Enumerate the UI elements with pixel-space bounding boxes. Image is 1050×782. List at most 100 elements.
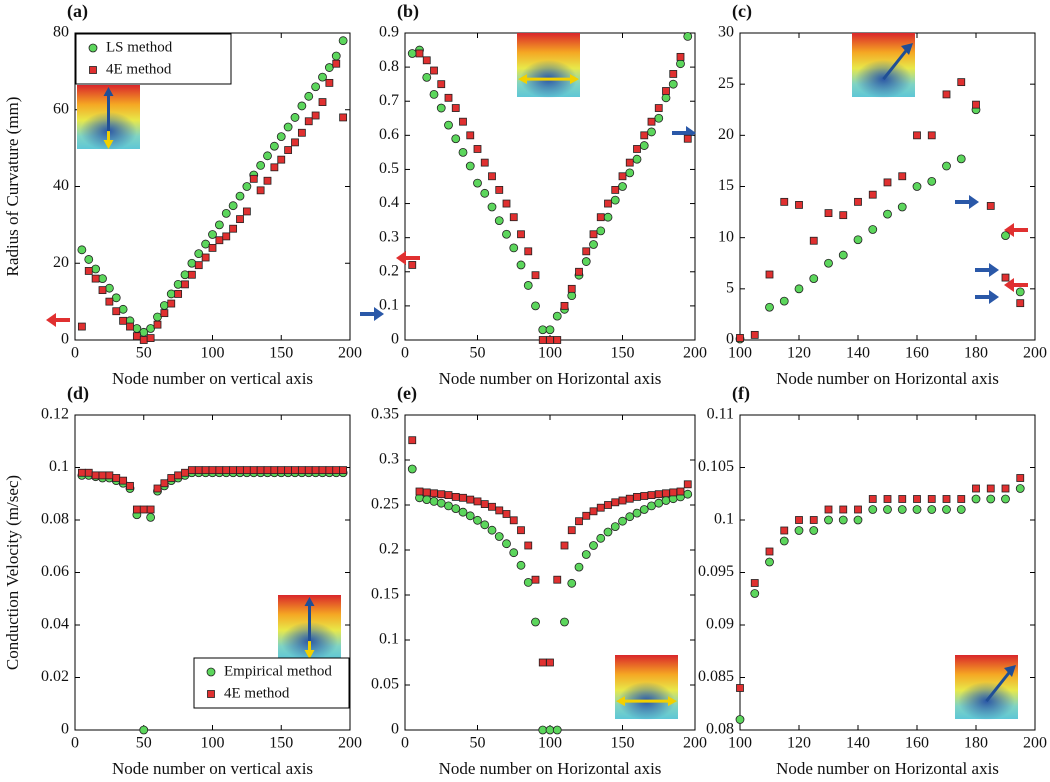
x-tick-label: 100 xyxy=(538,345,562,362)
data-point xyxy=(662,489,670,498)
annotation-arrow-head xyxy=(1004,278,1014,292)
data-point xyxy=(662,87,670,95)
data-point xyxy=(1016,299,1025,308)
x-tick-label: 50 xyxy=(136,735,152,752)
data-point xyxy=(1001,231,1010,241)
data-point xyxy=(639,141,649,150)
data-point xyxy=(654,498,664,508)
data-point xyxy=(256,186,265,195)
annotation-arrow-head xyxy=(46,313,56,327)
panel-title: (f) xyxy=(732,383,750,404)
x-tick-label: 150 xyxy=(611,345,635,362)
x-tick-label: 0 xyxy=(71,735,79,752)
data-point xyxy=(242,182,252,191)
y-tick-label: 5 xyxy=(726,280,734,297)
data-point xyxy=(458,147,468,157)
data-point xyxy=(480,158,489,167)
data-point xyxy=(546,658,554,667)
data-point xyxy=(466,495,475,504)
x-axis-label: Node number on Horizontal axis xyxy=(439,759,662,778)
data-point xyxy=(957,495,966,503)
y-tick-label: 10 xyxy=(718,228,734,245)
x-axis-label: Node number on vertical axis xyxy=(112,759,313,778)
data-point xyxy=(596,533,606,543)
data-point xyxy=(618,516,627,526)
data-point xyxy=(187,258,197,268)
data-point xyxy=(77,245,87,255)
x-tick-label: 200 xyxy=(338,735,362,752)
data-point xyxy=(451,104,460,112)
data-point xyxy=(956,505,966,514)
data-point xyxy=(502,229,511,239)
data-point xyxy=(927,495,936,503)
data-point xyxy=(838,515,848,525)
data-point xyxy=(429,90,439,99)
inset-arrow-head xyxy=(1004,665,1016,677)
data-point xyxy=(473,497,482,506)
y-tick-label: 0.1 xyxy=(714,511,734,528)
y-tick-label: 0.095 xyxy=(698,563,734,580)
data-point xyxy=(104,283,114,293)
data-point xyxy=(338,36,348,46)
data-point xyxy=(242,207,251,216)
y-tick-label: 0.1 xyxy=(379,631,399,648)
data-point xyxy=(473,178,482,188)
data-point xyxy=(986,484,995,493)
y-tick-label: 0.1 xyxy=(379,297,399,314)
data-point xyxy=(567,284,576,293)
data-point xyxy=(174,290,183,298)
data-point xyxy=(560,617,569,627)
x-tick-label: 200 xyxy=(683,345,707,362)
data-point xyxy=(325,466,334,475)
data-point xyxy=(126,322,134,331)
data-point xyxy=(750,589,760,598)
data-point xyxy=(971,494,981,504)
data-point xyxy=(596,213,605,222)
data-point xyxy=(574,562,584,572)
data-point xyxy=(956,154,966,164)
data-point xyxy=(318,98,327,106)
data-point xyxy=(132,332,141,341)
data-point xyxy=(883,505,892,514)
y-tick-label: 0 xyxy=(61,331,69,348)
data-point xyxy=(927,176,937,186)
data-point xyxy=(339,466,348,475)
inset-arrow xyxy=(985,668,1014,703)
data-point xyxy=(77,322,86,331)
data-point xyxy=(214,220,224,230)
data-point xyxy=(407,464,417,474)
x-tick-label: 200 xyxy=(683,735,707,752)
inset-arrow-head xyxy=(304,650,315,659)
x-tick-label: 50 xyxy=(470,345,486,362)
y-tick-label: 0.085 xyxy=(698,668,734,685)
x-tick-label: 200 xyxy=(338,345,362,362)
data-point xyxy=(795,516,803,524)
data-point xyxy=(531,271,540,280)
data-point xyxy=(422,56,431,65)
data-point xyxy=(1016,474,1025,482)
data-point xyxy=(794,526,804,535)
y-tick-label: 0.11 xyxy=(707,406,734,423)
data-point xyxy=(146,505,155,514)
data-point xyxy=(229,466,238,475)
annotation-arrow-head xyxy=(396,251,406,265)
data-point xyxy=(972,100,980,109)
data-point xyxy=(174,471,183,480)
data-point xyxy=(854,505,862,514)
data-point xyxy=(166,289,176,299)
x-axis-label: Node number on Horizontal axis xyxy=(776,369,999,388)
data-point xyxy=(647,127,656,137)
data-point xyxy=(582,247,591,256)
data-point xyxy=(436,103,446,113)
legend-label: 4E method xyxy=(106,61,172,77)
data-point xyxy=(91,471,100,480)
data-point xyxy=(625,512,635,522)
data-point xyxy=(589,230,598,239)
data-point xyxy=(201,239,211,249)
data-point xyxy=(604,199,612,208)
data-point xyxy=(304,91,314,101)
y-tick-label: 0.06 xyxy=(41,563,69,580)
y-tick-label: 20 xyxy=(718,126,734,143)
data-point xyxy=(809,236,818,245)
data-point xyxy=(897,202,907,212)
